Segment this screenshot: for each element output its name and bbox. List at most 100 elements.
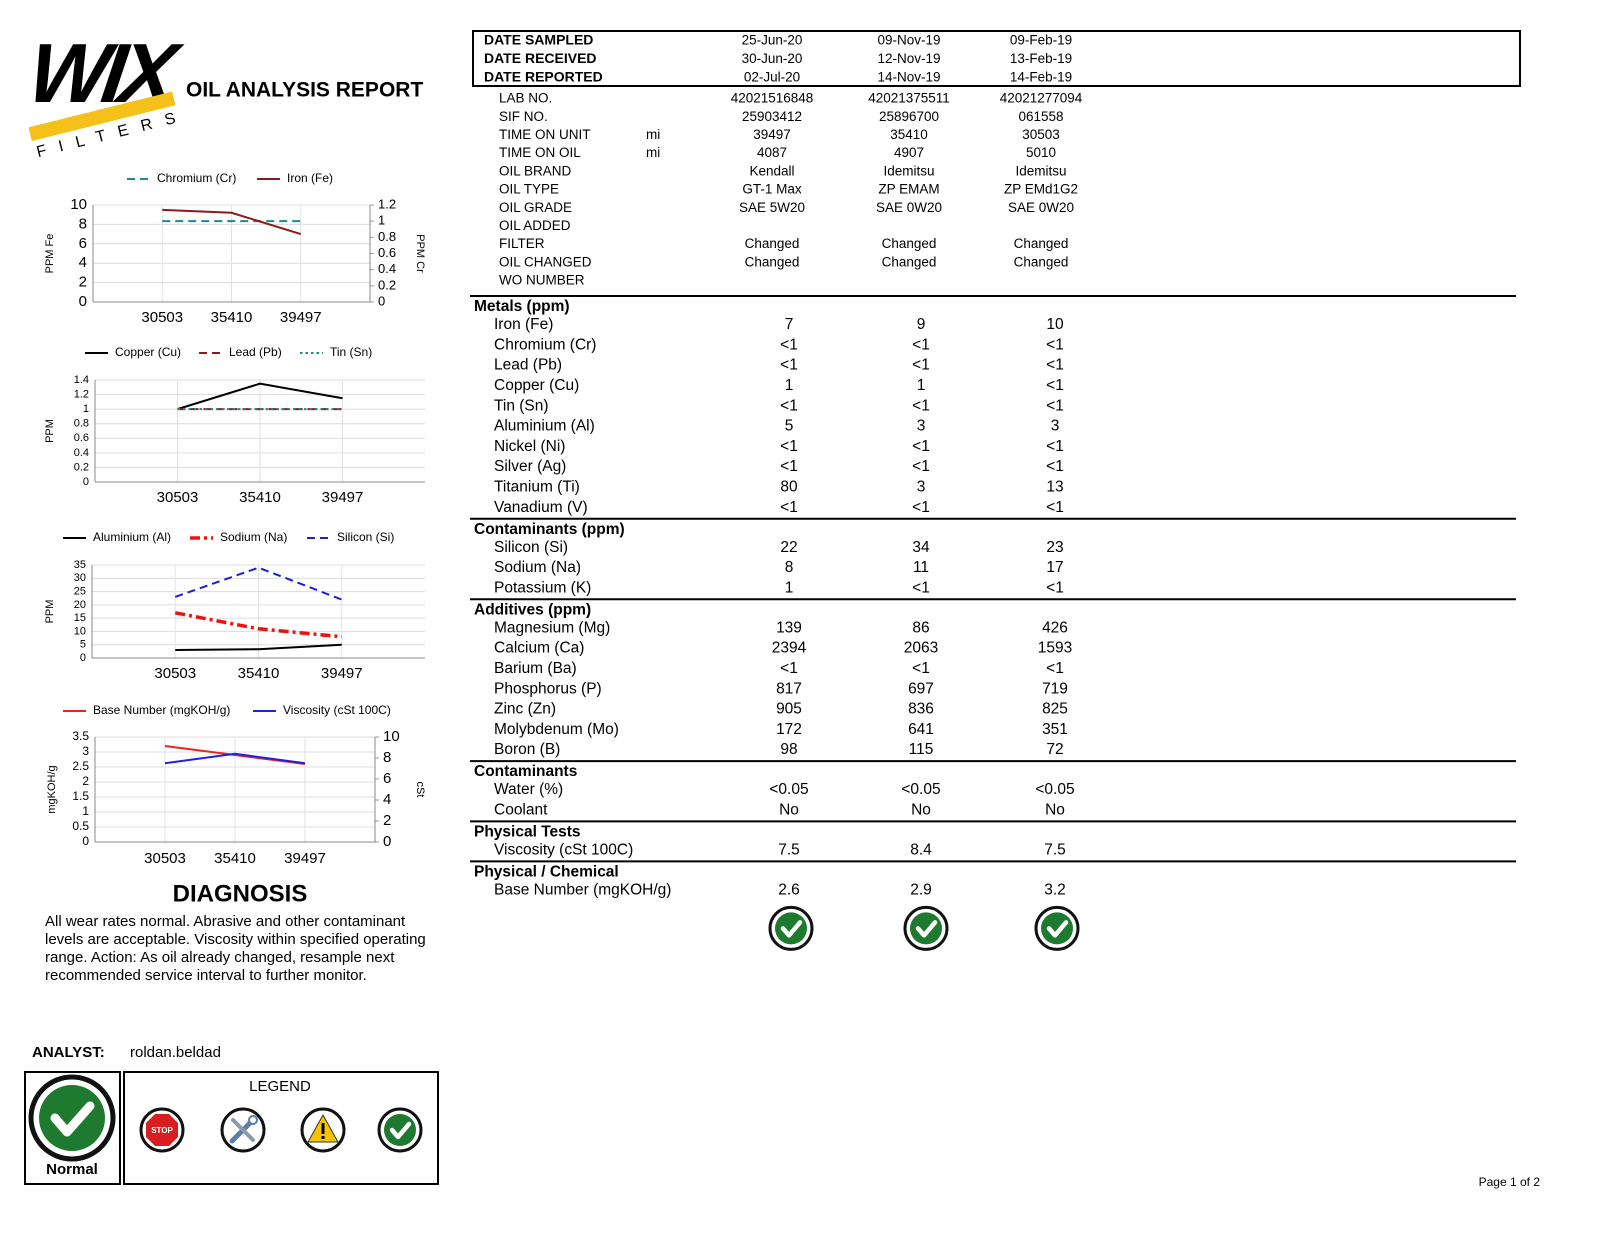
row-value: <1 xyxy=(912,397,930,414)
row-value: 2.9 xyxy=(910,881,932,898)
row-value: No xyxy=(911,801,931,818)
y2-tick-label: 0.8 xyxy=(378,229,396,244)
row-value: 7.5 xyxy=(1044,841,1066,858)
row-value: <1 xyxy=(1046,377,1064,394)
sample-value: 14-Nov-19 xyxy=(877,70,940,85)
sample-label: DATE SAMPLED xyxy=(484,32,593,48)
row-value: 10 xyxy=(1046,316,1064,333)
row-label: Coolant xyxy=(494,801,548,818)
sample-value: 09-Nov-19 xyxy=(877,33,940,48)
header-box xyxy=(472,30,1521,87)
row-value: <1 xyxy=(1046,397,1064,414)
y2-tick-label: 0.4 xyxy=(378,261,396,276)
row-label: Barium (Ba) xyxy=(494,660,577,677)
row-value: 2.6 xyxy=(778,881,800,898)
info-label: LAB NO. xyxy=(499,91,552,106)
legend-label: Tin (Sn) xyxy=(330,345,372,359)
info-value: Changed xyxy=(1014,236,1069,251)
row-value: 72 xyxy=(1046,741,1063,758)
info-value: Idemitsu xyxy=(883,163,934,178)
status-check xyxy=(1036,907,1078,949)
y-tick-label: 25 xyxy=(74,585,86,597)
row-value: 8 xyxy=(785,559,794,576)
y-axis-label: PPM Fe xyxy=(44,234,56,274)
row-value: <1 xyxy=(780,458,798,475)
y-axis-label: PPM xyxy=(44,600,56,624)
row-value: 2394 xyxy=(772,640,807,657)
row-value: 641 xyxy=(908,721,934,738)
row-label: Tin (Sn) xyxy=(494,397,549,414)
row-label: Copper (Cu) xyxy=(494,377,579,394)
row-value: <1 xyxy=(1046,499,1064,516)
row-value: 719 xyxy=(1042,680,1068,697)
row-value: No xyxy=(779,801,799,818)
sample-value: 30-Jun-20 xyxy=(742,51,803,66)
sample-value: 12-Nov-19 xyxy=(877,51,940,66)
row-label: Nickel (Ni) xyxy=(494,438,565,455)
row-value: <0.05 xyxy=(769,781,808,798)
section-title: Metals (ppm) xyxy=(474,298,570,315)
series-line xyxy=(175,643,342,652)
legend-title: LEGEND xyxy=(249,1078,311,1095)
section-title: Physical Tests xyxy=(474,823,581,840)
series-line xyxy=(164,752,306,765)
row-value: 1 xyxy=(785,377,794,394)
legend-label: Sodium (Na) xyxy=(220,530,287,544)
analyst-label: ANALYST: xyxy=(32,1044,105,1061)
y-tick-label: 4 xyxy=(79,254,87,271)
y2-tick-label: 0.6 xyxy=(378,245,396,260)
row-value: <1 xyxy=(780,336,798,353)
y-tick-label: 1 xyxy=(83,403,89,415)
row-label: Aluminium (Al) xyxy=(494,418,595,435)
x-tick-label: 35410 xyxy=(214,850,256,867)
x-tick-label: 35410 xyxy=(211,309,253,326)
row-label: Silicon (Si) xyxy=(494,539,568,556)
status-check xyxy=(770,907,812,949)
row-label: Base Number (mgKOH/g) xyxy=(494,881,671,898)
info-value: Changed xyxy=(1014,254,1069,269)
x-tick-label: 39497 xyxy=(321,665,363,682)
y-tick-label: 3 xyxy=(82,744,89,758)
sample-value: 25-Jun-20 xyxy=(742,33,803,48)
y2-tick-label: 10 xyxy=(383,728,400,745)
row-label: Iron (Fe) xyxy=(494,316,553,333)
sample-value: 02-Jul-20 xyxy=(744,70,800,85)
y-tick-label: 15 xyxy=(74,612,86,624)
diagnosis-title: DIAGNOSIS xyxy=(173,880,308,907)
y-tick-label: 0.2 xyxy=(74,461,89,473)
info-value: 061558 xyxy=(1018,109,1063,124)
row-value: 825 xyxy=(1042,701,1068,718)
section-title: Physical / Chemical xyxy=(474,863,619,880)
info-label: SIF NO. xyxy=(499,109,548,124)
y-tick-label: 2 xyxy=(79,274,87,291)
row-value: <1 xyxy=(780,357,798,374)
logo: WIX FILTERS xyxy=(23,27,190,162)
row-value: <1 xyxy=(1046,357,1064,374)
series-line xyxy=(162,208,302,236)
info-unit: mi xyxy=(646,145,660,160)
section-title: Contaminants (ppm) xyxy=(474,521,625,538)
abnormal-icon xyxy=(220,1107,266,1153)
row-value: No xyxy=(1045,801,1065,818)
diagnosis-text: All wear rates normal. Abrasive and othe… xyxy=(45,913,426,984)
row-value: 115 xyxy=(909,741,934,758)
y2-tick-label: 0.2 xyxy=(378,277,396,292)
row-value: 7 xyxy=(785,316,794,333)
y2-tick-label: 2 xyxy=(383,812,391,829)
page-number: Page 1 of 2 xyxy=(1479,1175,1541,1189)
legend-label: Viscosity (cSt 100C) xyxy=(283,703,391,717)
row-value: 1 xyxy=(785,579,794,596)
series-line xyxy=(174,611,342,639)
y-tick-label: 2.5 xyxy=(72,759,89,773)
row-label: Calcium (Ca) xyxy=(494,640,584,657)
row-value: <1 xyxy=(912,499,930,516)
report-title: OIL ANALYSIS REPORT xyxy=(186,79,423,102)
x-tick-label: 30503 xyxy=(144,850,186,867)
info-value: 25903412 xyxy=(742,109,802,124)
row-value: 172 xyxy=(776,721,802,738)
y2-tick-label: 4 xyxy=(383,791,391,808)
row-value: 7.5 xyxy=(778,841,800,858)
info-label: FILTER xyxy=(499,236,545,251)
row-value: 11 xyxy=(913,559,929,576)
